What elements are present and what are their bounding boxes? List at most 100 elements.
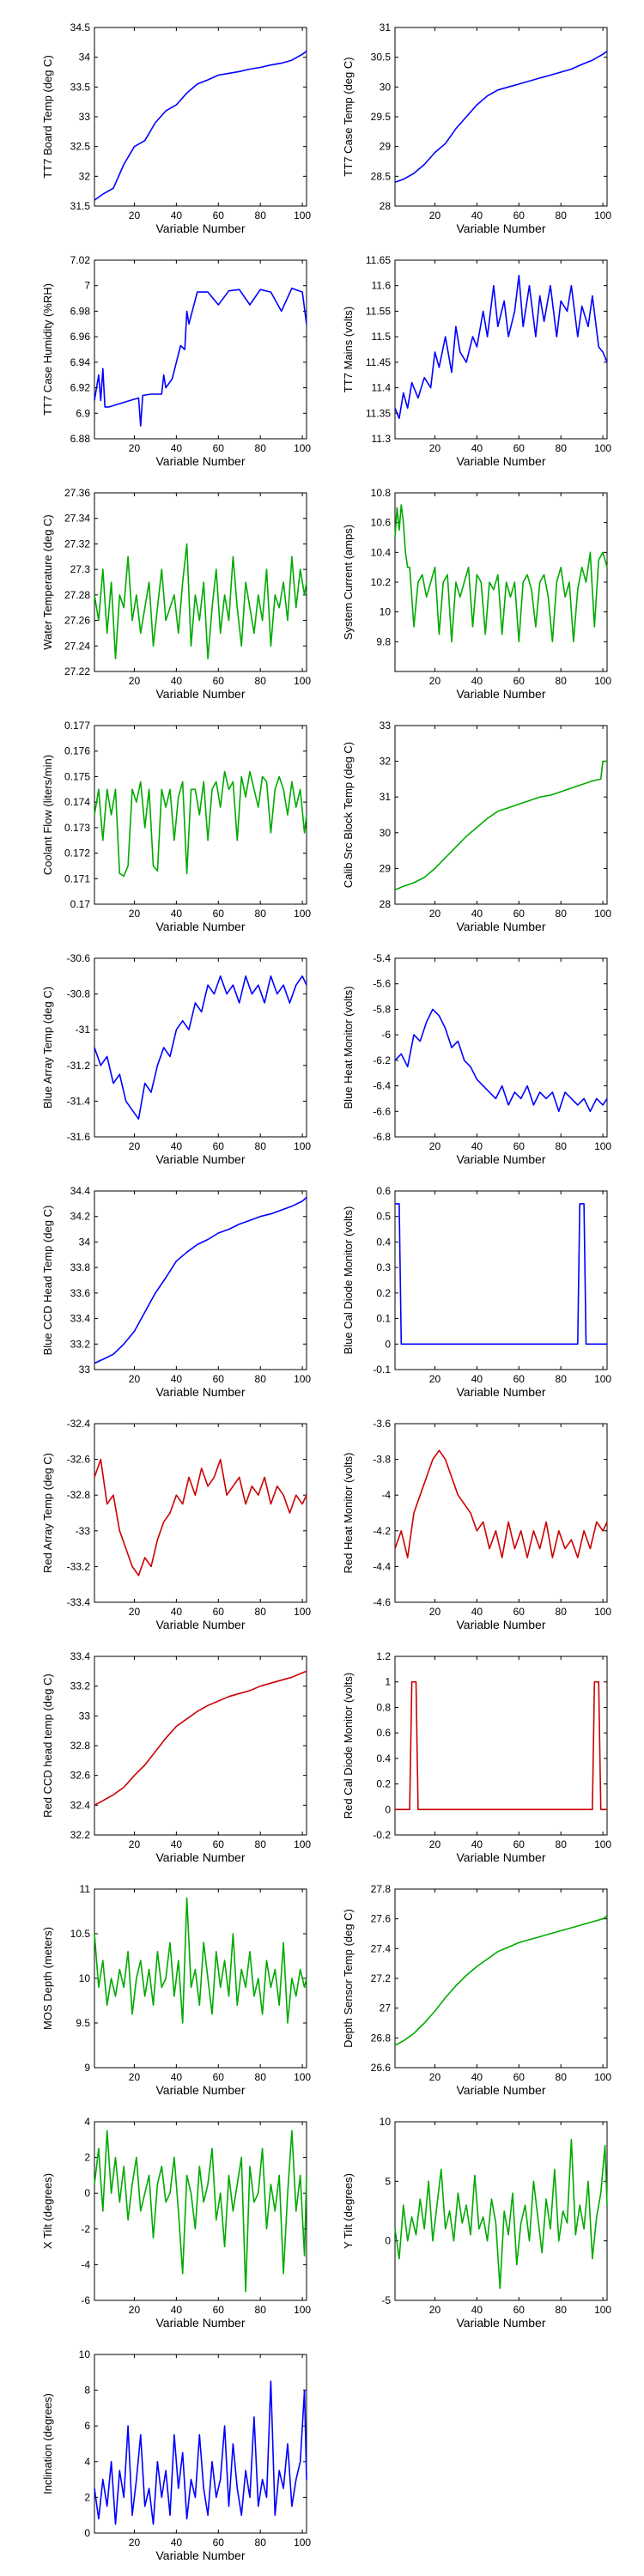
y-axis-label: Red Array Temp (deg C) xyxy=(41,1453,54,1573)
chart-panel-16: -0.2 0 0.2 0.4 0.6 0.8 1 1.2 20 40 60 80 100 Variable… xyxy=(342,1650,611,1864)
chart-panel-19: -6 -4 -2 0 2 4 20 40 60 80 100 Variable Number X Til… xyxy=(41,2116,311,2330)
y-tick-label: 32.5 xyxy=(70,141,91,153)
x-tick-label: 60 xyxy=(213,210,225,222)
y-tick-label: 0 xyxy=(385,2235,391,2247)
x-tick-label: 80 xyxy=(255,1838,267,1850)
y-tick-label: 11.35 xyxy=(366,407,391,419)
y-tick-label: 31 xyxy=(380,21,392,33)
x-tick-label: 60 xyxy=(213,1606,225,1618)
y-tick-label: 33.8 xyxy=(70,1261,91,1273)
series-line xyxy=(394,760,607,891)
series-line xyxy=(94,1458,307,1577)
y-tick-label: 0 xyxy=(84,2187,90,2199)
x-tick-label: 80 xyxy=(255,2071,267,2083)
chart-panel-8: 28 29 30 31 32 33 20 40 60 80 100 Variable Number Ca… xyxy=(342,720,611,933)
y-tick-label: -0.1 xyxy=(373,1364,391,1376)
chart-panel-5: 27.22 27.24 27.26 27.28 27.3 27.32 27.34 27.36 2… xyxy=(41,487,311,701)
x-axis-label: Variable Number xyxy=(155,1385,245,1399)
x-tick-label: 60 xyxy=(513,210,526,222)
y-tick-label: -6 xyxy=(381,1029,391,1041)
y-tick-label: 27.32 xyxy=(64,538,90,550)
y-tick-label: -32.8 xyxy=(67,1489,91,1501)
y-axis-label: Blue Cal Diode Monitor (volts) xyxy=(342,1206,355,1355)
y-tick-label: 6.96 xyxy=(70,331,91,343)
y-tick-label: -6 xyxy=(81,2294,90,2306)
plot-frame xyxy=(394,725,608,905)
y-tick-label: -31.6 xyxy=(67,1131,91,1143)
x-tick-label: 100 xyxy=(594,908,611,920)
y-tick-label: 32.8 xyxy=(70,1740,91,1752)
x-axis-label: Variable Number xyxy=(456,687,545,701)
y-tick-label: 28 xyxy=(380,898,392,910)
y-tick-label: 11.3 xyxy=(372,433,392,445)
x-tick-label: 100 xyxy=(294,1838,311,1850)
series-line xyxy=(94,1670,307,1807)
y-tick-label: -33.2 xyxy=(67,1560,91,1572)
y-tick-label: 11.65 xyxy=(366,254,391,266)
y-tick-label: 10.6 xyxy=(371,517,392,529)
y-tick-label: 0 xyxy=(84,2527,90,2539)
y-tick-label: 28 xyxy=(380,200,392,212)
y-tick-label: -31.2 xyxy=(67,1060,91,1072)
y-tick-label: -6.4 xyxy=(373,1080,391,1092)
x-tick-label: 60 xyxy=(213,1373,225,1385)
y-tick-label: 7 xyxy=(84,280,90,292)
y-tick-label: 11.45 xyxy=(366,356,391,368)
y-tick-label: 7.02 xyxy=(70,254,91,266)
x-tick-label: 60 xyxy=(213,2537,225,2549)
y-axis-label: Red CCD head temp (deg C) xyxy=(41,1674,54,1818)
y-tick-label: 0.5 xyxy=(376,1211,391,1223)
y-tick-label: 0.171 xyxy=(64,872,90,884)
y-tick-label: 27.34 xyxy=(64,513,90,525)
y-tick-label: -6.6 xyxy=(373,1105,391,1117)
y-tick-label: 10.8 xyxy=(371,487,392,499)
x-tick-label: 20 xyxy=(129,442,141,454)
y-tick-label: -5.6 xyxy=(373,978,391,990)
x-tick-label: 20 xyxy=(129,1838,141,1850)
y-tick-label: 27.28 xyxy=(64,589,90,601)
x-axis-label: Variable Number xyxy=(456,454,545,468)
x-axis-label: Variable Number xyxy=(155,454,245,468)
series-line xyxy=(394,51,608,184)
x-tick-label: 20 xyxy=(429,1373,441,1385)
x-tick-label: 20 xyxy=(429,1606,441,1618)
x-tick-label: 100 xyxy=(594,2071,611,2083)
y-tick-label: 11.6 xyxy=(372,280,392,292)
series-line xyxy=(394,2139,608,2289)
series-line xyxy=(394,1008,608,1113)
y-tick-label: 0.173 xyxy=(64,822,90,834)
y-tick-label: 0.2 xyxy=(376,1778,391,1790)
y-tick-label: -3.8 xyxy=(373,1454,391,1466)
x-tick-label: 100 xyxy=(594,1606,611,1618)
y-tick-label: 32.2 xyxy=(70,1829,91,1841)
y-tick-label: 6.88 xyxy=(70,433,91,445)
x-tick-label: 80 xyxy=(255,1606,267,1618)
x-tick-label: 40 xyxy=(171,675,183,687)
y-tick-label: 0.8 xyxy=(376,1701,391,1713)
x-tick-label: 80 xyxy=(556,1140,568,1152)
y-tick-label: -4 xyxy=(381,1489,391,1501)
y-tick-label: 9.8 xyxy=(376,635,391,647)
x-tick-label: 20 xyxy=(129,1373,141,1385)
x-tick-label: 100 xyxy=(294,210,311,222)
x-tick-label: 60 xyxy=(513,1606,526,1618)
chart-panel-2: 28 28.5 29 29.5 30 30.5 31 20 40 60 80 100 Variable … xyxy=(342,21,611,235)
x-tick-label: 20 xyxy=(429,210,441,222)
y-tick-label: 10 xyxy=(79,2348,91,2360)
chart-panel-7: 0.17 0.171 0.172 0.173 0.174 0.175 0.176 0.177 2… xyxy=(41,720,311,933)
x-tick-label: 80 xyxy=(556,442,568,454)
series-line xyxy=(394,1449,608,1558)
y-tick-label: 33 xyxy=(79,1710,91,1722)
y-tick-label: -30.8 xyxy=(67,988,91,1000)
y-tick-label: 0.17 xyxy=(70,898,91,910)
y-tick-label: -32.6 xyxy=(67,1454,91,1466)
y-tick-label: 4 xyxy=(84,2116,90,2128)
x-tick-label: 20 xyxy=(129,1140,141,1152)
plot-frame xyxy=(394,259,608,440)
chart-panel-15: 32.2 32.4 32.6 32.8 33 33.2 33.4 20 40 60 80 100 Var… xyxy=(41,1650,311,1864)
x-tick-label: 60 xyxy=(513,442,526,454)
chart-panel-11: 33 33.2 33.4 33.6 33.8 34 34.2 34.4 20 40 60 80 100 V… xyxy=(41,1185,311,1399)
plot-frame xyxy=(94,1423,307,1603)
chart-panel-17: 9 9.5 10 10.5 11 20 40 60 80 100 Variable Number MO… xyxy=(41,1883,311,2097)
series-line xyxy=(94,1196,307,1364)
